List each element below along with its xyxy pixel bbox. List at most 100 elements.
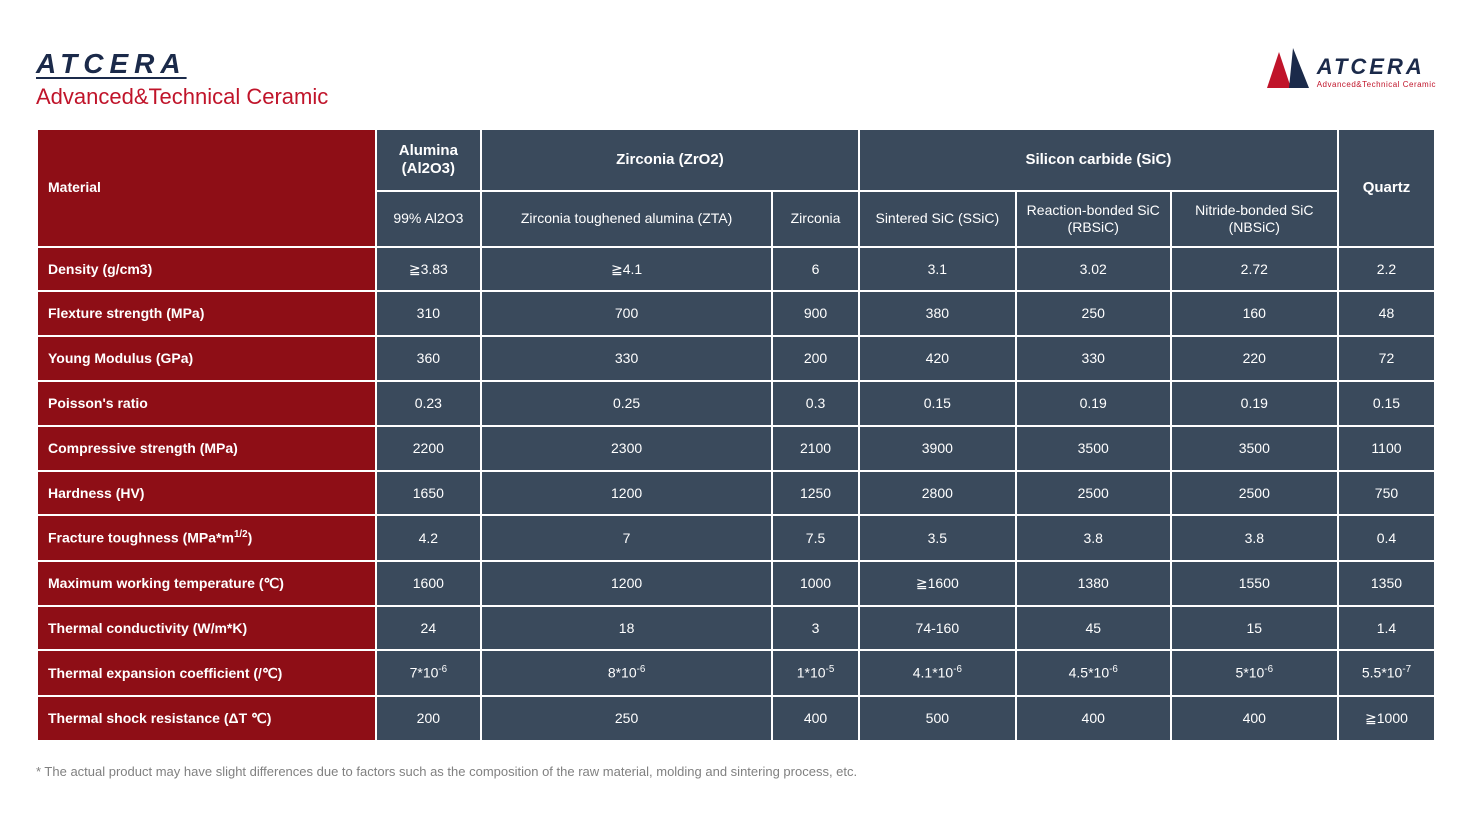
row-label: Poisson's ratio xyxy=(38,382,375,425)
data-cell: 900 xyxy=(773,292,858,335)
data-cell: 750 xyxy=(1339,472,1434,515)
data-cell: 2500 xyxy=(1172,472,1337,515)
data-cell: 2100 xyxy=(773,427,858,470)
data-cell: 3500 xyxy=(1017,427,1170,470)
data-cell: 330 xyxy=(482,337,771,380)
data-cell: 48 xyxy=(1339,292,1434,335)
materials-table: Material Alumina (Al2O3) Zirconia (ZrO2)… xyxy=(36,128,1436,742)
group-quartz: Quartz xyxy=(1339,130,1434,246)
data-cell: 2300 xyxy=(482,427,771,470)
data-cell: 200 xyxy=(377,697,480,740)
data-cell: ≧4.1 xyxy=(482,248,771,291)
data-cell: ≧1600 xyxy=(860,562,1015,605)
data-cell: 1650 xyxy=(377,472,480,515)
data-cell: 250 xyxy=(1017,292,1170,335)
data-cell: 3500 xyxy=(1172,427,1337,470)
sub-rbsic: Reaction-bonded SiC (RBSiC) xyxy=(1017,192,1170,246)
table-row: Hardness (HV)165012001250280025002500750 xyxy=(38,472,1434,515)
data-cell: 2.72 xyxy=(1172,248,1337,291)
data-cell: 4.2 xyxy=(377,516,480,559)
data-cell: 3.8 xyxy=(1172,516,1337,559)
row-label: Young Modulus (GPa) xyxy=(38,337,375,380)
logo-mark-icon xyxy=(1259,48,1313,94)
table-row: Young Modulus (GPa)36033020042033022072 xyxy=(38,337,1434,380)
data-cell: 1350 xyxy=(1339,562,1434,605)
data-cell: 0.25 xyxy=(482,382,771,425)
data-cell: 3.02 xyxy=(1017,248,1170,291)
data-cell: 45 xyxy=(1017,607,1170,650)
data-cell: 72 xyxy=(1339,337,1434,380)
footnote: * The actual product may have slight dif… xyxy=(36,764,1436,779)
data-cell: 380 xyxy=(860,292,1015,335)
data-cell: 3.8 xyxy=(1017,516,1170,559)
data-cell: 1*10-5 xyxy=(773,651,858,694)
row-label: Hardness (HV) xyxy=(38,472,375,515)
data-cell: 0.19 xyxy=(1172,382,1337,425)
logo-subtext: Advanced&Technical Ceramic xyxy=(1317,80,1436,89)
table-row: Compressive strength (MPa)22002300210039… xyxy=(38,427,1434,470)
data-cell: ≧3.83 xyxy=(377,248,480,291)
sub-ssic: Sintered SiC (SSiC) xyxy=(860,192,1015,246)
data-cell: 2800 xyxy=(860,472,1015,515)
table-row: Thermal expansion coefficient (/℃)7*10-6… xyxy=(38,651,1434,694)
data-cell: 1000 xyxy=(773,562,858,605)
data-cell: 400 xyxy=(1172,697,1337,740)
data-cell: 1380 xyxy=(1017,562,1170,605)
data-cell: 15 xyxy=(1172,607,1337,650)
data-cell: 1200 xyxy=(482,472,771,515)
data-cell: 1100 xyxy=(1339,427,1434,470)
data-cell: 330 xyxy=(1017,337,1170,380)
sub-nbsic: Nitride-bonded SiC (NBSiC) xyxy=(1172,192,1337,246)
data-cell: 250 xyxy=(482,697,771,740)
data-cell: 24 xyxy=(377,607,480,650)
data-cell: 1.4 xyxy=(1339,607,1434,650)
table-row: Thermal shock resistance (ΔT ℃)200250400… xyxy=(38,697,1434,740)
row-label: Thermal conductivity (W/m*K) xyxy=(38,607,375,650)
table-row: Thermal conductivity (W/m*K)2418374-1604… xyxy=(38,607,1434,650)
data-cell: 2200 xyxy=(377,427,480,470)
data-cell: 1250 xyxy=(773,472,858,515)
table-body: Density (g/cm3)≧3.83≧4.163.13.022.722.2F… xyxy=(38,248,1434,740)
data-cell: 0.15 xyxy=(1339,382,1434,425)
brand-title: ATCERA xyxy=(36,48,328,80)
data-cell: 500 xyxy=(860,697,1015,740)
data-cell: 360 xyxy=(377,337,480,380)
data-cell: 0.19 xyxy=(1017,382,1170,425)
group-zirconia: Zirconia (ZrO2) xyxy=(482,130,858,190)
table-row: Density (g/cm3)≧3.83≧4.163.13.022.722.2 xyxy=(38,248,1434,291)
brand-logo: ATCERA Advanced&Technical Ceramic xyxy=(1259,48,1436,94)
data-cell: 3900 xyxy=(860,427,1015,470)
data-cell: 0.4 xyxy=(1339,516,1434,559)
data-cell: 1550 xyxy=(1172,562,1337,605)
data-cell: 0.23 xyxy=(377,382,480,425)
data-cell: 0.15 xyxy=(860,382,1015,425)
data-cell: 420 xyxy=(860,337,1015,380)
table-row: Maximum working temperature (℃)160012001… xyxy=(38,562,1434,605)
header: ATCERA Advanced&Technical Ceramic ATCERA… xyxy=(36,48,1436,110)
data-cell: 220 xyxy=(1172,337,1337,380)
row-label: Compressive strength (MPa) xyxy=(38,427,375,470)
data-cell: 200 xyxy=(773,337,858,380)
logo-text-wrap: ATCERA Advanced&Technical Ceramic xyxy=(1317,54,1436,89)
group-sic: Silicon carbide (SiC) xyxy=(860,130,1337,190)
data-cell: 2500 xyxy=(1017,472,1170,515)
data-cell: 400 xyxy=(773,697,858,740)
data-cell: 4.5*10-6 xyxy=(1017,651,1170,694)
data-cell: 7.5 xyxy=(773,516,858,559)
sub-zta: Zirconia toughened alumina (ZTA) xyxy=(482,192,771,246)
data-cell: 4.1*10-6 xyxy=(860,651,1015,694)
data-cell: 6 xyxy=(773,248,858,291)
data-cell: 3.5 xyxy=(860,516,1015,559)
data-cell: 310 xyxy=(377,292,480,335)
sub-alumina: 99% Al2O3 xyxy=(377,192,480,246)
data-cell: 1200 xyxy=(482,562,771,605)
data-cell: 7 xyxy=(482,516,771,559)
row-label: Maximum working temperature (℃) xyxy=(38,562,375,605)
row-label: Thermal expansion coefficient (/℃) xyxy=(38,651,375,694)
table-row: Flexture strength (MPa)31070090038025016… xyxy=(38,292,1434,335)
data-cell: 3 xyxy=(773,607,858,650)
row-label: Thermal shock resistance (ΔT ℃) xyxy=(38,697,375,740)
table-row: Fracture toughness (MPa*m1/2)4.277.53.53… xyxy=(38,516,1434,559)
data-cell: 5.5*10-7 xyxy=(1339,651,1434,694)
data-cell: 18 xyxy=(482,607,771,650)
